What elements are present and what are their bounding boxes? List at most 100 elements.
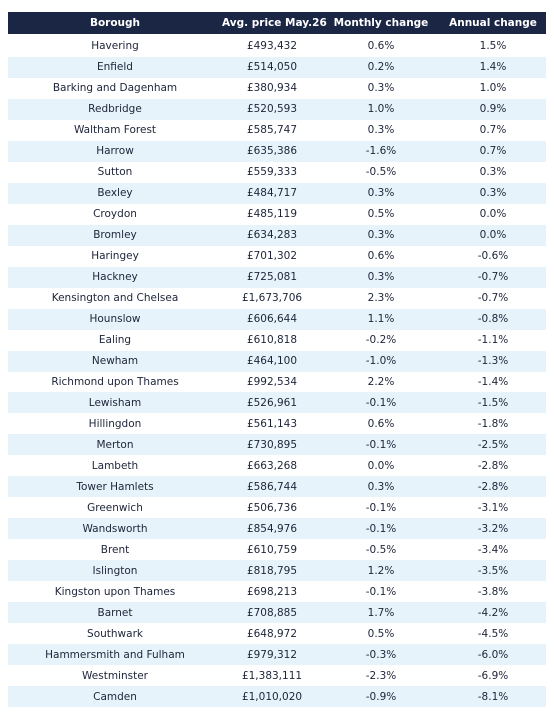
table-cell: £663,268: [246, 459, 298, 472]
header-cell: Monthly change: [333, 17, 429, 29]
table-cell: -3.1%: [477, 501, 509, 514]
table-cell: £708,885: [246, 606, 298, 619]
table-cell: 0.3%: [479, 187, 507, 200]
table-row: Hillingdon £561,143 0.6% -1.8%: [8, 413, 546, 434]
table-row: Bromley £634,283 0.3% 0.0%: [8, 224, 546, 246]
table-cell: £485,119: [246, 208, 298, 221]
table-cell: -1.0%: [365, 355, 397, 368]
table-row: Redbridge £520,593 1.0% 0.9%: [8, 98, 546, 120]
table-cell: 0.6%: [367, 417, 395, 430]
table-cell: -1.8%: [477, 417, 509, 430]
table-cell: £1,673,706: [241, 292, 303, 305]
table-cell: Hillingdon: [88, 417, 142, 430]
table-cell: 1.5%: [479, 40, 507, 53]
table-cell: £1,010,020: [241, 690, 303, 703]
table-cell: £520,593: [246, 103, 298, 116]
table-cell: -0.1%: [365, 501, 397, 514]
table-row: Richmond upon Thames £992,534 2.2% -1.4%: [8, 372, 546, 393]
table-cell: 1.1%: [367, 313, 395, 326]
table-row: Ealing £610,818 -0.2% -1.1%: [8, 330, 546, 351]
table-cell: Richmond upon Thames: [51, 375, 179, 388]
table-cell: 1.4%: [479, 61, 507, 74]
table-cell: -0.2%: [365, 334, 397, 347]
table-cell: £992,534: [246, 375, 298, 388]
table-cell: -0.7%: [477, 292, 509, 305]
table-cell: £854,976: [246, 522, 298, 535]
table-cell: £561,143: [246, 417, 298, 430]
table-cell: -1.1%: [477, 334, 509, 347]
table-cell: Tower Hamlets: [76, 480, 154, 493]
table-cell: -1.6%: [365, 145, 397, 158]
table-cell: £1,383,111: [241, 669, 303, 682]
table-cell: -0.1%: [365, 585, 397, 598]
table-row: Lewisham £526,961 -0.1% -1.5%: [8, 392, 546, 414]
table-row: Hammersmith and Fulham £979,312 -0.3% -6.0%: [8, 644, 546, 666]
table-cell: -8.1%: [477, 690, 509, 703]
table-cell: 0.6%: [367, 40, 395, 53]
table-cell: 2.3%: [367, 292, 395, 305]
table-cell: 1.0%: [479, 82, 507, 95]
table-cell: £586,744: [246, 480, 298, 493]
table-cell: £725,081: [246, 271, 298, 284]
table-cell: Redbridge: [88, 103, 142, 116]
table-cell: Havering: [91, 40, 139, 53]
table-row: Barnet £708,885 1.7% -4.2%: [8, 602, 546, 624]
table-cell: Barnet: [97, 606, 133, 619]
table-cell: -1.5%: [477, 396, 509, 409]
table-cell: Haringey: [91, 250, 139, 263]
table-row: Southwark £648,972 0.5% -4.5%: [8, 623, 546, 644]
table-cell: Waltham Forest: [73, 124, 157, 137]
table-cell: 0.5%: [367, 627, 395, 640]
table-cell: 2.2%: [367, 375, 395, 388]
table-row: Kingston upon Thames £698,213 -0.1% -3.8%: [8, 581, 546, 602]
table-row: Harrow £635,386 -1.6% 0.7%: [8, 140, 546, 162]
table: Borough Avg. price May.26 Monthly change An…: [8, 12, 546, 707]
table-cell: Westminster: [82, 669, 148, 682]
table-row: Sutton £559,333 -0.5% 0.3%: [8, 162, 546, 183]
table-cell: £648,972: [246, 627, 298, 640]
table-cell: -0.8%: [477, 313, 509, 326]
table-row: Greenwich £506,736 -0.1% -3.1%: [8, 497, 546, 518]
table-row: Merton £730,895 -0.1% -2.5%: [8, 434, 546, 456]
table-cell: 0.3%: [367, 187, 395, 200]
header-cell: Borough: [89, 17, 141, 29]
table-cell: 0.7%: [479, 145, 507, 158]
table-cell: 1.2%: [367, 564, 395, 577]
table-cell: -3.2%: [477, 522, 509, 535]
table-cell: 0.3%: [367, 271, 395, 284]
table-cell: Kingston upon Thames: [54, 585, 176, 598]
table-cell: 0.3%: [367, 229, 395, 242]
table-cell: -0.7%: [477, 271, 509, 284]
table-cell: -3.8%: [477, 585, 509, 598]
table-cell: £730,895: [246, 438, 298, 451]
table-cell: 0.3%: [367, 480, 395, 493]
table-cell: Southwark: [87, 627, 143, 640]
table-cell: £610,818: [246, 334, 298, 347]
table-cell: 0.0%: [479, 229, 507, 242]
table-cell: £634,283: [246, 229, 298, 242]
table-cell: -1.4%: [477, 375, 509, 388]
table-cell: 0.3%: [479, 166, 507, 179]
table-cell: Bromley: [93, 229, 137, 242]
table-cell: 0.0%: [367, 459, 395, 472]
table-cell: -0.3%: [365, 648, 397, 661]
table-row: Wandsworth £854,976 -0.1% -3.2%: [8, 518, 546, 540]
table-cell: -6.9%: [477, 669, 509, 682]
table-cell: 0.3%: [367, 82, 395, 95]
table-cell: -2.8%: [477, 480, 509, 493]
table-cell: Merton: [96, 438, 134, 451]
table-cell: £818,795: [246, 564, 298, 577]
table-row: Haringey £701,302 0.6% -0.6%: [8, 246, 546, 267]
table-cell: Harrow: [96, 145, 134, 158]
table-cell: -6.0%: [477, 648, 509, 661]
table-row: Croydon £485,119 0.5% 0.0%: [8, 204, 546, 225]
table-cell: 0.6%: [367, 250, 395, 263]
table-cell: -0.5%: [365, 543, 397, 556]
table-cell: Newham: [91, 355, 139, 368]
table-cell: Greenwich: [87, 501, 143, 514]
table-row: Camden £1,010,020 -0.9% -8.1%: [8, 686, 546, 707]
table-cell: £526,961: [246, 396, 298, 409]
table-cell: -0.1%: [365, 522, 397, 535]
table-row: Newham £464,100 -1.0% -1.3%: [8, 350, 546, 372]
table-cell: £493,432: [246, 40, 298, 53]
